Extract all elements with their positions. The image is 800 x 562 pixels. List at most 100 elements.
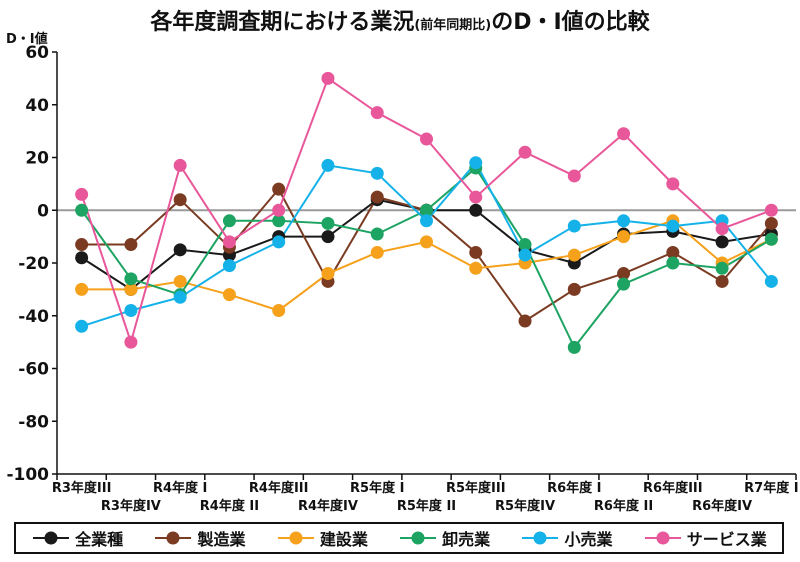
y-tick-label: -60 <box>18 360 49 380</box>
data-point-4-5 <box>321 158 335 172</box>
data-point-3-4 <box>272 214 286 228</box>
data-point-4-2 <box>173 290 187 304</box>
x-tick-label: R4年度 II <box>200 498 259 514</box>
series-line-3 <box>80 166 772 350</box>
data-point-5-9 <box>518 145 532 159</box>
legend-swatch-2 <box>277 531 314 545</box>
x-tick-label: R4年度 I <box>153 480 207 496</box>
x-tick-label: R5年度 I <box>350 480 404 496</box>
chart-title: 各年度調査期における業況(前年同期比)のD・I値の比較 <box>0 4 800 36</box>
data-point-3-3 <box>222 214 236 228</box>
x-tick-label: R6年度III <box>643 480 703 496</box>
legend-item-4: 小売業 <box>520 526 612 550</box>
y-tick-label: -80 <box>18 412 49 432</box>
data-point-3-11 <box>617 277 631 291</box>
y-tick-label: -40 <box>18 307 49 327</box>
data-point-5-5 <box>321 71 335 85</box>
data-point-5-10 <box>567 169 581 183</box>
data-point-2-7 <box>420 235 433 249</box>
x-tick-label: R3年度III <box>52 480 112 496</box>
data-point-5-7 <box>420 132 433 146</box>
data-point-3-7 <box>420 203 433 217</box>
data-point-3-5 <box>321 216 335 230</box>
data-point-5-4 <box>272 203 286 217</box>
data-point-2-2 <box>173 274 187 288</box>
data-point-4-6 <box>370 166 384 180</box>
legend-label-3: 卸売業 <box>442 530 491 549</box>
legend-swatch-1 <box>155 531 192 545</box>
data-point-1-2 <box>173 193 187 207</box>
x-tick-label: R7年度 I <box>744 480 798 496</box>
legend-swatch-4 <box>522 531 559 545</box>
data-point-4-4 <box>272 235 286 249</box>
x-tick-label: R4年度III <box>249 480 309 496</box>
data-point-1-6 <box>370 190 384 204</box>
data-point-2-11 <box>617 230 631 244</box>
data-point-1-13 <box>715 274 729 288</box>
x-tick-label: R6年度IV <box>692 498 752 514</box>
data-point-2-8 <box>469 261 483 275</box>
y-tick-label: 60 <box>25 43 49 63</box>
legend-label-4: 小売業 <box>564 530 613 549</box>
data-point-1-14 <box>764 216 778 230</box>
legend-item-2: 建設業 <box>276 526 368 550</box>
data-point-4-1 <box>124 303 138 317</box>
data-point-3-9 <box>518 238 532 252</box>
y-tick-label: -100 <box>6 465 49 485</box>
data-point-3-6 <box>370 227 384 241</box>
data-point-4-9 <box>518 248 532 262</box>
y-tick-label: -20 <box>18 254 49 274</box>
data-point-5-2 <box>173 158 187 172</box>
data-point-5-8 <box>469 190 483 204</box>
legend-swatch-0 <box>33 531 70 545</box>
data-point-3-12 <box>666 256 680 270</box>
y-tick-label: 20 <box>25 149 49 169</box>
data-point-2-10 <box>567 248 581 262</box>
data-point-1-9 <box>518 314 532 328</box>
data-point-2-1 <box>124 282 138 296</box>
data-point-3-0 <box>75 203 89 217</box>
legend-label-1: 製造業 <box>197 530 246 549</box>
data-point-5-14 <box>764 203 778 217</box>
legend-item-1: 製造業 <box>153 526 246 550</box>
data-point-3-1 <box>124 272 138 286</box>
y-axis-label: D・I値 <box>6 32 48 47</box>
data-point-1-10 <box>567 282 581 296</box>
data-point-5-13 <box>715 222 729 236</box>
data-point-5-6 <box>370 106 384 120</box>
data-point-0-5 <box>321 230 335 244</box>
chart-title-sub: (前年同期比) <box>414 18 492 33</box>
data-point-2-5 <box>321 267 335 281</box>
x-tick-label: R6年度 I <box>547 480 601 496</box>
data-point-5-3 <box>222 235 236 249</box>
data-point-1-4 <box>272 182 286 196</box>
y-tick-label: 40 <box>25 96 49 116</box>
legend-label-5: サービス業 <box>686 530 767 549</box>
data-point-4-12 <box>666 219 680 233</box>
data-point-1-0 <box>75 238 89 252</box>
legend-item-0: 全業種 <box>31 526 123 550</box>
data-point-0-2 <box>173 243 187 257</box>
legend-item-3: 卸売業 <box>398 526 490 550</box>
data-point-3-10 <box>567 340 581 354</box>
data-point-2-4 <box>272 303 286 317</box>
legend-swatch-5 <box>644 531 681 545</box>
chart-title-main: 各年度調査期における業況 <box>150 10 415 35</box>
data-point-4-8 <box>469 156 483 170</box>
x-tick-label: R5年度III <box>446 480 506 496</box>
x-tick-label: R4年度IV <box>298 498 358 514</box>
data-point-4-10 <box>567 219 581 233</box>
legend-label-2: 建設業 <box>319 530 368 549</box>
data-point-4-7 <box>420 214 433 228</box>
x-tick-label: R3年度IV <box>101 498 161 514</box>
y-tick-label: 0 <box>37 201 49 221</box>
data-point-4-3 <box>222 259 236 273</box>
legend-swatch-3 <box>400 531 437 545</box>
legend-item-5: サービス業 <box>643 526 767 550</box>
data-point-5-0 <box>75 187 89 201</box>
data-point-3-14 <box>764 232 778 246</box>
data-point-1-12 <box>666 245 680 259</box>
data-point-2-3 <box>222 288 236 302</box>
